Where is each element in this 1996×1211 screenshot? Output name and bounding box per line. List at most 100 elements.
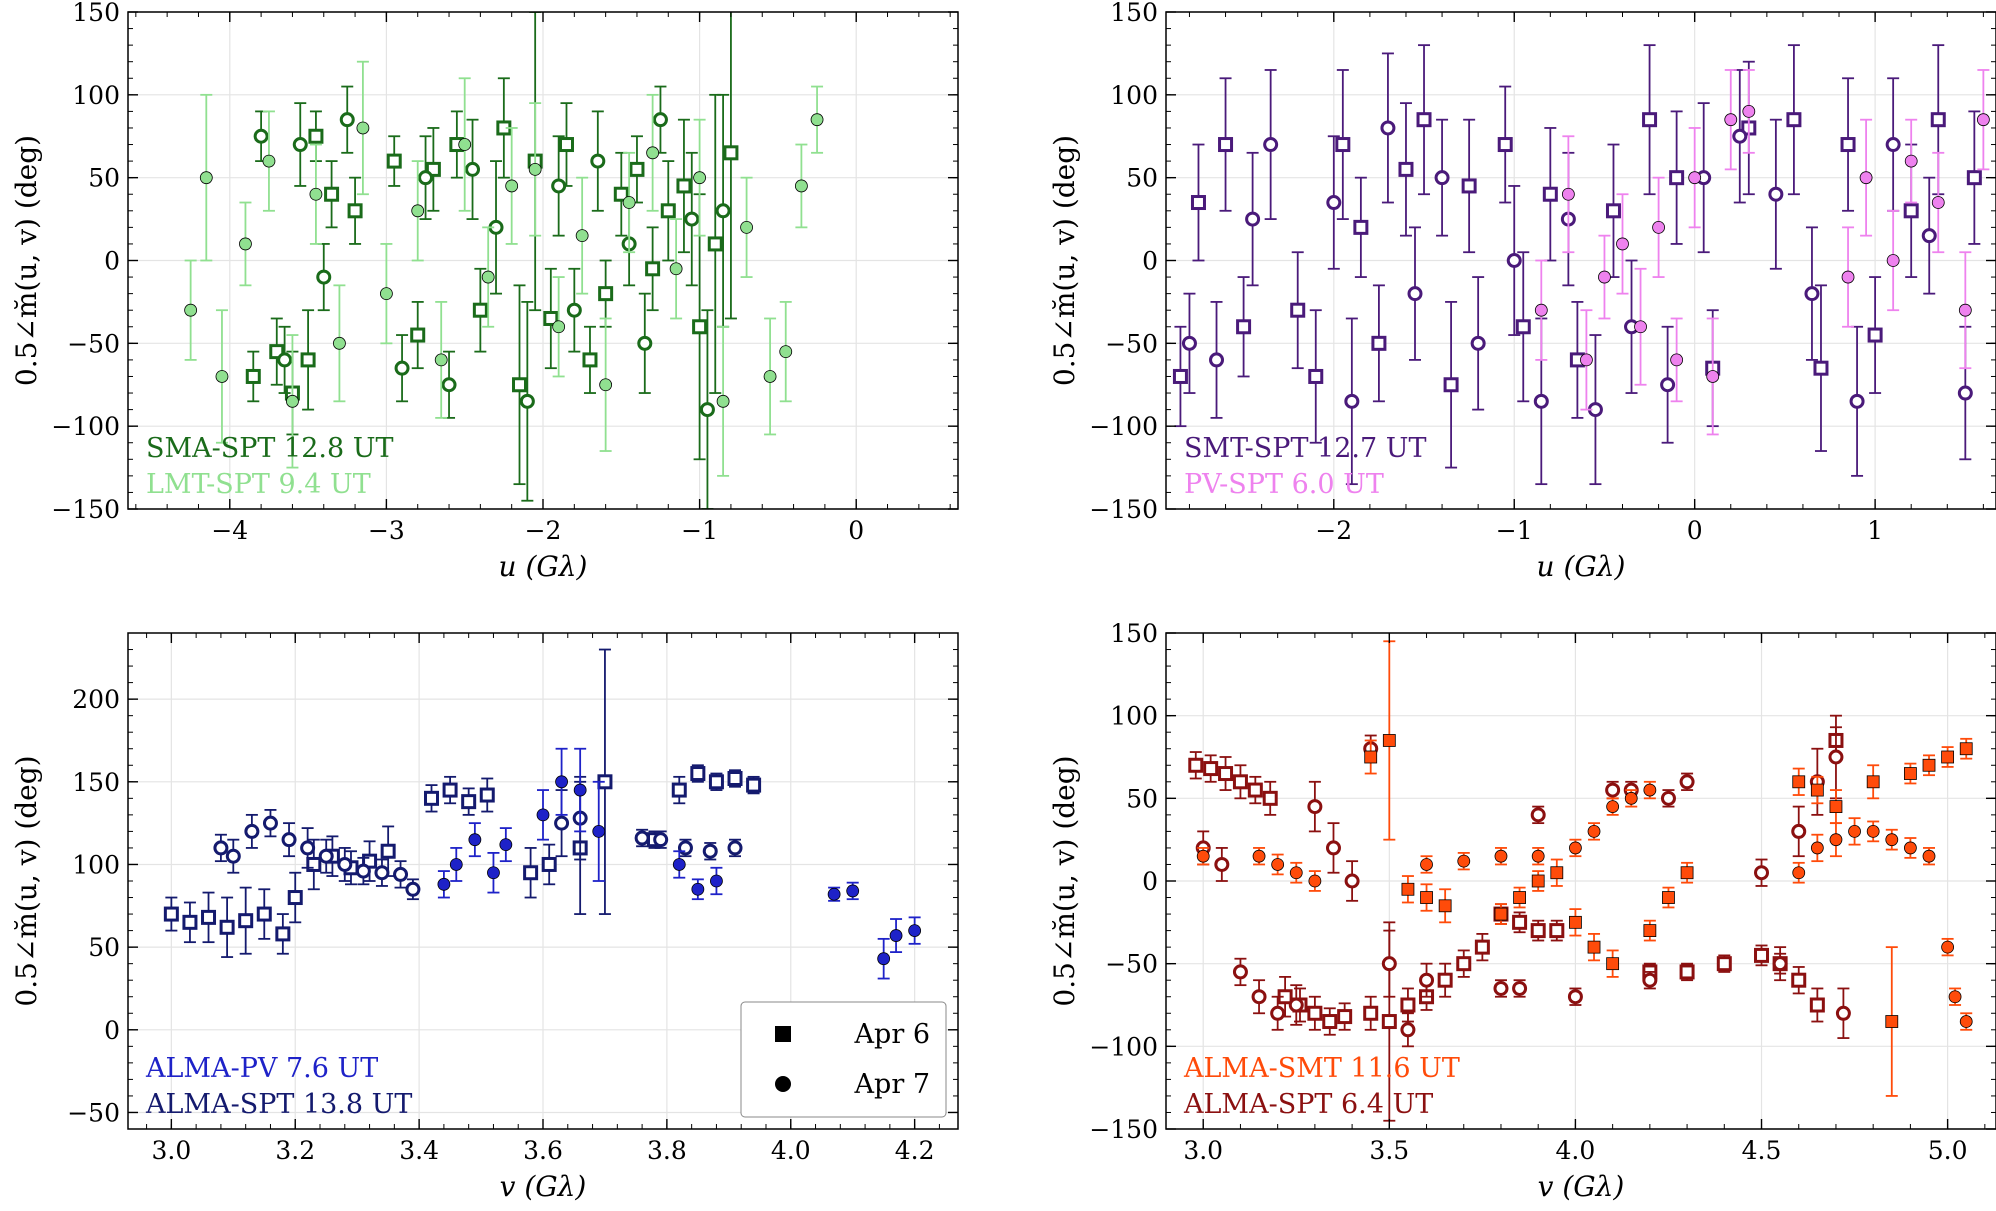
data-point [652, 112, 668, 128]
data-point [1829, 833, 1843, 847]
data-point [1903, 841, 1917, 855]
data-point [1606, 957, 1620, 971]
y-tick-label: 50 [88, 933, 120, 962]
data-point [468, 833, 482, 847]
data-point [1530, 923, 1546, 939]
chart-panel-3: 3.0 3.2 3.4 3.6 3.8 4.0 4.2 −50 0 50 100 150 200 v (G… [10, 632, 959, 1203]
data-point [1188, 757, 1204, 773]
ticks: −4 −3 −2 −1 0 −150 −100 −50 0 50 100 150 [51, 0, 958, 545]
data-point [1494, 907, 1508, 921]
data-point [1534, 303, 1548, 317]
series-annotation: ALMA-SPT 13.8 UT [145, 1089, 412, 1120]
data-point [1531, 849, 1545, 863]
data-point [1840, 137, 1856, 153]
data-point [1322, 1014, 1338, 1030]
data-point [1561, 187, 1575, 201]
data-point [182, 914, 198, 930]
data-point [1791, 972, 1807, 988]
data-point [1443, 377, 1459, 393]
data-point [479, 787, 495, 803]
data-point [434, 353, 448, 367]
data-point [309, 187, 323, 201]
data-point [411, 204, 425, 218]
y-tick-label: −50 [67, 329, 120, 358]
data-point [1457, 854, 1471, 868]
data-point [1371, 335, 1387, 351]
data-point [660, 203, 676, 219]
data-point [582, 352, 598, 368]
data-point [1232, 774, 1248, 790]
series-3 [1534, 69, 1990, 436]
data-point [763, 370, 777, 383]
y-tick-label: 0 [104, 1016, 120, 1045]
data-point [199, 171, 213, 185]
data-point [599, 378, 613, 392]
data-point [410, 327, 426, 343]
data-point [1232, 964, 1248, 980]
y-tick-label: 0 [1142, 247, 1158, 276]
data-point [1364, 750, 1378, 764]
data-point [637, 335, 653, 351]
data-point [380, 843, 396, 859]
data-point [461, 794, 477, 810]
data-point [1941, 940, 1955, 954]
data-point [1688, 171, 1702, 185]
data-point [1724, 113, 1738, 127]
data-point [1791, 823, 1807, 839]
data-point [499, 838, 513, 852]
data-point [1958, 303, 1972, 317]
data-point [1670, 353, 1684, 367]
data-point [1768, 186, 1784, 202]
data-point [645, 261, 661, 277]
y-tick-label: −150 [51, 495, 120, 524]
data-point [1598, 270, 1611, 284]
data-point [287, 890, 303, 906]
data-point [877, 952, 891, 966]
x-tick-label: 3.4 [399, 1136, 439, 1165]
data-point [1959, 1015, 1973, 1028]
data-point [1624, 791, 1638, 805]
data-point [1804, 286, 1820, 302]
data-point [1885, 1015, 1899, 1028]
data-point [779, 345, 793, 359]
data-point [1848, 825, 1861, 838]
y-tick-label: −100 [51, 412, 120, 441]
data-point [846, 884, 860, 898]
data-point [710, 874, 723, 888]
series-3 [184, 60, 824, 477]
data-point [794, 179, 808, 193]
data-point [1867, 327, 1883, 343]
data-point [1660, 377, 1676, 393]
data-point [458, 138, 472, 151]
data-point [1353, 219, 1369, 235]
series-3 [437, 747, 922, 980]
ticks: 3.0 3.2 3.4 3.6 3.8 4.0 4.2 −50 0 50 100 150 200 [67, 632, 958, 1165]
data-point [1643, 783, 1657, 797]
data-point [1218, 766, 1234, 782]
series-1 [163, 648, 762, 958]
data-point [727, 770, 743, 786]
y-tick-label: −100 [1089, 1032, 1158, 1061]
data-point [405, 881, 421, 897]
x-tick-label: 0 [1687, 516, 1703, 545]
x-axis-label: v (Gλ) [1538, 1170, 1625, 1203]
y-tick-label: −50 [1105, 950, 1158, 979]
x-tick-label: −4 [211, 516, 248, 545]
data-point [442, 782, 458, 798]
x-tick-label: −2 [1315, 516, 1352, 545]
data-point [1706, 370, 1720, 383]
data-point [1976, 113, 1990, 127]
x-tick-label: 3.8 [647, 1136, 687, 1165]
data-point [1542, 186, 1558, 202]
x-tick-label: 4.0 [771, 1136, 811, 1165]
data-point [702, 843, 718, 859]
data-point [552, 320, 566, 334]
data-point [1380, 120, 1396, 136]
data-layer [184, 12, 824, 509]
data-point [1203, 761, 1219, 777]
data-point [1587, 825, 1601, 838]
data-point [558, 137, 574, 153]
data-point [1605, 203, 1621, 219]
data-point [690, 766, 706, 782]
data-point [1172, 368, 1188, 384]
